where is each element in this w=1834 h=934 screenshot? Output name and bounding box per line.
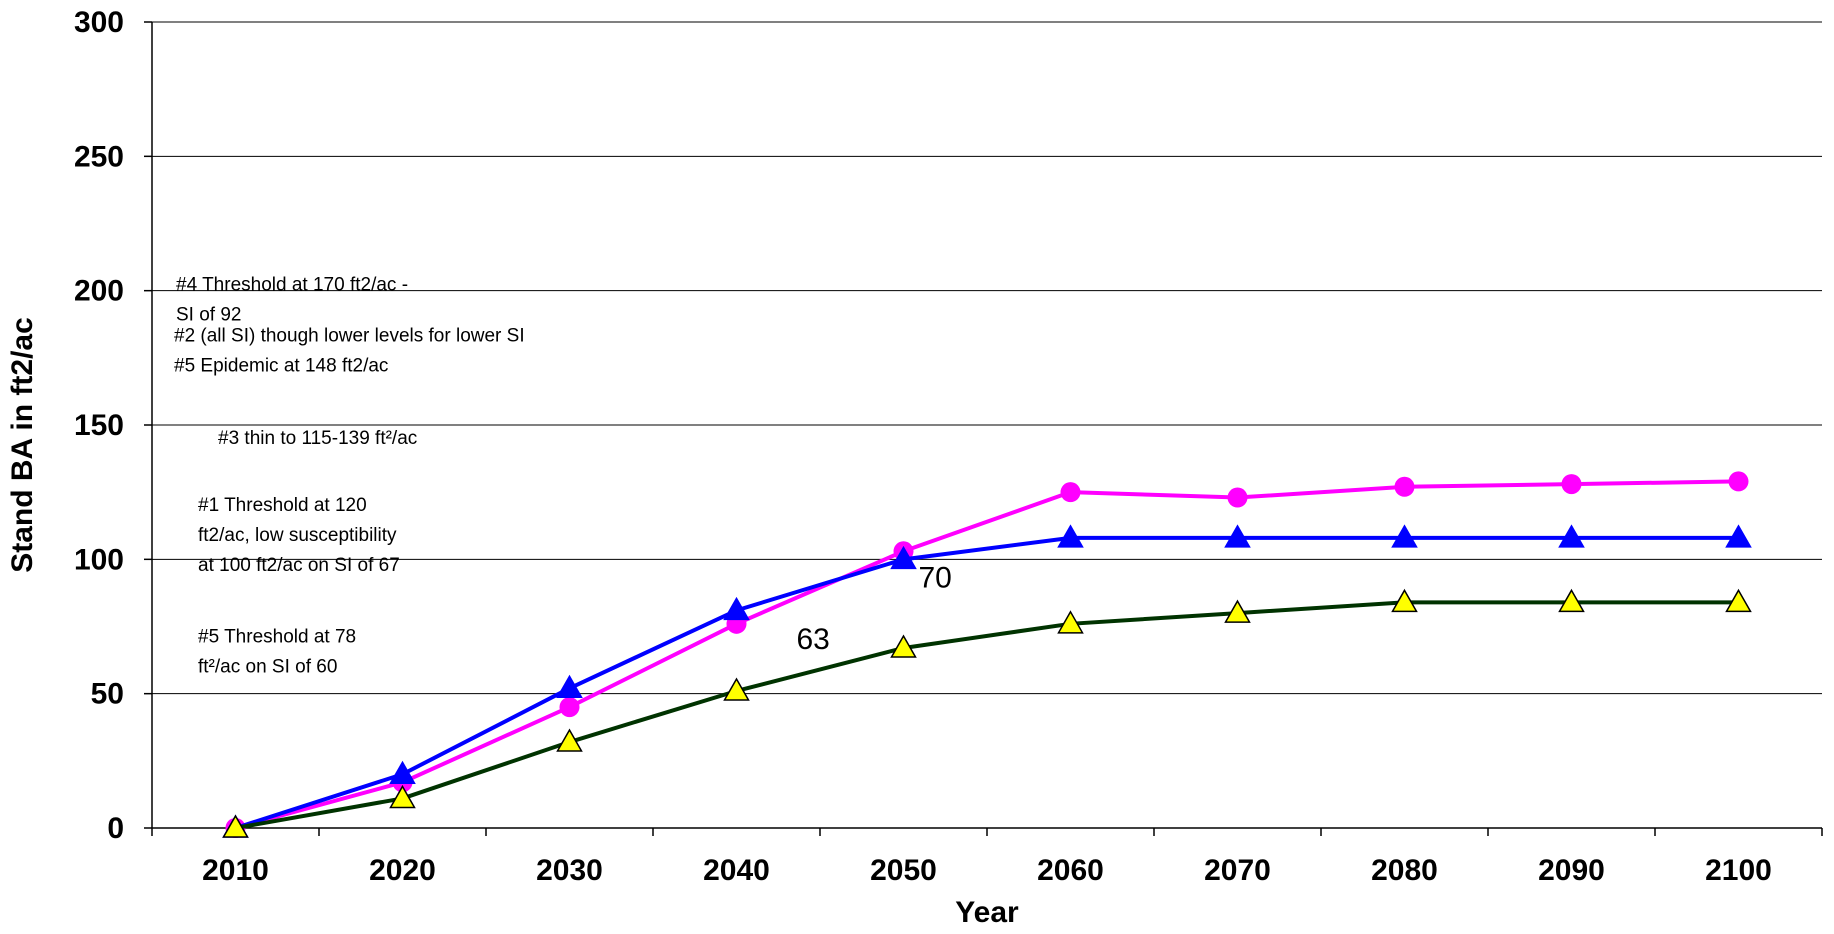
series-3-point [890, 634, 917, 658]
axes [144, 21, 1823, 836]
y-tick-label: 200 [74, 275, 124, 308]
series-3-point [723, 677, 750, 701]
series-1-point [1227, 487, 1248, 508]
x-axis-title: Year [955, 896, 1019, 929]
x-tick-label: 2020 [369, 854, 436, 887]
series-3-point [389, 784, 416, 809]
x-tick-label: 2070 [1204, 854, 1271, 887]
series-3-point [222, 814, 249, 838]
annotation-line: #1 Threshold at 120 [198, 495, 367, 516]
data-label: 70 [919, 561, 952, 594]
series-2-point [389, 760, 416, 785]
annotation-line: SI of 92 [176, 305, 242, 326]
y-tick-label: 0 [107, 812, 124, 845]
series-3-point [1057, 610, 1084, 634]
x-tick-label: 2080 [1371, 854, 1438, 887]
series-3-line [235, 600, 1739, 830]
series-2-point [1391, 524, 1418, 548]
x-tick-label: 2100 [1705, 854, 1772, 887]
y-tick-label: 100 [74, 543, 124, 576]
series-3-point [1725, 588, 1752, 613]
series-2-point [556, 674, 583, 699]
tick-labels: 0 50 100 150 200 250 300 2010 2020 2030 2040 2050 20… [74, 6, 1772, 887]
series-2-point [890, 545, 917, 570]
series-1-point [1394, 476, 1415, 497]
annotation-line: #4 Threshold at 170 ft2/ac - [176, 275, 408, 296]
series-3-point [1224, 599, 1251, 623]
series-3-point [556, 728, 583, 752]
series-1-point [1561, 474, 1582, 495]
series-1-point [1728, 471, 1749, 492]
series-2-point [1224, 524, 1251, 548]
series-layer [222, 471, 1752, 838]
annotation-line: at 100 ft2/ac on SI of 67 [198, 555, 400, 576]
series-2-point [1057, 524, 1084, 548]
x-tick-label: 2010 [202, 854, 269, 887]
series-3-point [1558, 588, 1585, 613]
x-tick-label: 2060 [1037, 854, 1104, 887]
x-tick-label: 2050 [870, 854, 937, 887]
x-tick-label: 2090 [1538, 854, 1605, 887]
annotation-line: #5 Threshold at 78 [198, 627, 356, 648]
series-2-point [1725, 524, 1752, 548]
series-1-point [1060, 482, 1081, 503]
series-2-line [234, 535, 1739, 830]
series-1-line [234, 479, 1739, 830]
series-2-point [723, 596, 750, 621]
y-tick-label: 50 [91, 678, 124, 711]
series-1-point [559, 697, 580, 718]
annotation-line: #5 Epidemic at 148 ft2/ac [174, 356, 388, 377]
data-labels: 63 70 [797, 561, 952, 656]
annotation-line: #3 thin to 115-139 ft²/ac [218, 428, 417, 449]
y-tick-label: 300 [74, 6, 124, 39]
gridlines [152, 21, 1822, 695]
annotation-line: #2 (all SI) though lower levels for lowe… [174, 326, 525, 347]
x-tick-label: 2030 [536, 854, 603, 887]
annotations: #4 Threshold at 170 ft2/ac - SI of 92#2 (… [174, 275, 525, 678]
series-3-point [1391, 588, 1418, 613]
y-axis-title: Stand BA in ft2/ac [6, 317, 39, 573]
y-tick-label: 250 [74, 140, 124, 173]
y-tick-label: 150 [74, 409, 124, 442]
annotation-line: ft²/ac on SI of 60 [198, 657, 337, 678]
annotation-line: ft2/ac, low susceptibility [198, 525, 397, 546]
series-2-point [1558, 524, 1585, 548]
data-label: 63 [797, 623, 830, 656]
x-tick-label: 2040 [703, 854, 770, 887]
